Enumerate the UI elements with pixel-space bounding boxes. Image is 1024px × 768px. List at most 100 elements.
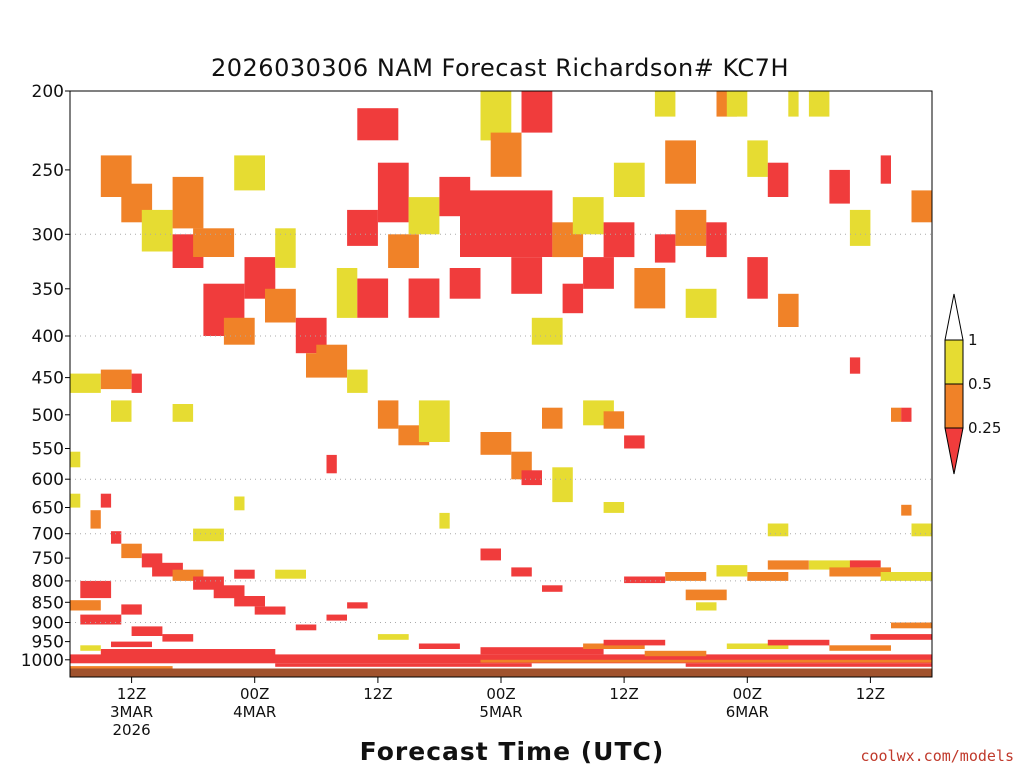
heatmap-cell — [624, 435, 645, 449]
heatmap-cell — [265, 288, 296, 323]
heatmap-cell — [562, 283, 584, 314]
heatmap-cell — [347, 369, 368, 393]
x-tick-label: 2026 — [113, 721, 151, 739]
heatmap-cell — [716, 565, 748, 577]
y-tick-label: 200 — [32, 82, 64, 102]
heatmap-cell — [336, 268, 358, 318]
heatmap-cell — [531, 317, 563, 345]
heatmap-cell — [347, 602, 368, 609]
heatmap-cell — [829, 645, 891, 651]
heatmap-cell — [767, 162, 789, 197]
heatmap-cell — [275, 569, 306, 579]
heatmap-cell — [480, 659, 932, 663]
heatmap-cell — [100, 649, 276, 657]
heatmap-cell — [542, 407, 563, 429]
heatmap-cell — [418, 400, 450, 442]
heatmap-cell — [767, 639, 830, 646]
heatmap-cell — [70, 451, 81, 468]
heatmap-cell — [675, 209, 707, 246]
heatmap-cell — [357, 108, 399, 141]
x-tick-label: 12Z — [363, 685, 392, 703]
heatmap-cell — [665, 140, 696, 184]
heatmap-cell — [747, 140, 768, 177]
y-tick-label: 800 — [32, 572, 64, 592]
legend-label: 0.25 — [968, 419, 1001, 437]
y-tick-label: 300 — [32, 225, 64, 245]
credit-text[interactable]: coolwx.com/models — [860, 747, 1014, 765]
y-tick-label: 250 — [32, 161, 64, 181]
heatmap-cell — [377, 162, 409, 223]
heatmap-cell — [377, 634, 409, 640]
legend-label: 0.5 — [968, 375, 992, 393]
heatmap-cell — [685, 288, 717, 318]
heatmap-cell — [880, 572, 932, 581]
y-tick-label: 650 — [32, 499, 64, 519]
heatmap-cell — [634, 268, 666, 309]
y-tick-label: 850 — [32, 593, 64, 613]
heatmap-cell — [901, 504, 912, 516]
heatmap-cell — [80, 580, 112, 599]
y-tick-label: 750 — [32, 549, 64, 569]
heatmap-cell — [767, 523, 789, 537]
heatmap-cell — [80, 614, 122, 625]
heatmap-cells — [70, 91, 932, 669]
heatmap-cell — [613, 162, 645, 197]
heatmap-cell — [439, 512, 450, 529]
heatmap-cell — [911, 523, 932, 537]
y-tick-label: 500 — [32, 406, 64, 426]
x-tick-label: 6MAR — [726, 703, 769, 721]
heatmap-cell — [131, 373, 142, 393]
heatmap-cell — [880, 155, 891, 184]
ground-surface — [70, 668, 932, 677]
heatmap-cell — [213, 585, 245, 599]
y-axis-ticks: 200 250 300 350 400 450 500 550 600 650 700 750 8008… — [21, 82, 70, 671]
heatmap-cell — [870, 634, 932, 640]
heatmap-cell — [70, 600, 101, 611]
legend-swatch — [944, 339, 964, 385]
chart-title: 2026030306 NAM Forecast Richardson# KC7H — [211, 54, 789, 82]
heatmap-cell — [408, 197, 440, 235]
heatmap-cell — [172, 569, 204, 581]
x-tick-label: 4MAR — [233, 703, 276, 721]
heatmap-cell — [275, 663, 532, 667]
heatmap-cell — [347, 209, 378, 246]
heatmap-cell — [747, 257, 768, 299]
heatmap-cell — [377, 400, 399, 429]
heatmap-cell — [70, 373, 101, 393]
legend-swatch-top — [944, 293, 964, 341]
heatmap-cell — [849, 357, 861, 374]
heatmap-cell — [449, 268, 481, 299]
y-tick-label: 950 — [32, 633, 64, 653]
heatmap-cell — [100, 369, 132, 390]
heatmap-cell — [234, 496, 245, 511]
heatmap-cell — [80, 645, 101, 651]
heatmap-cell — [511, 257, 543, 294]
x-tick-label: 00Z — [486, 685, 515, 703]
heatmap-cell — [901, 407, 912, 422]
heatmap-cell — [654, 234, 676, 263]
heatmap-cell — [542, 585, 563, 592]
heatmap-cell — [654, 91, 676, 117]
heatmap-cell — [665, 572, 707, 581]
x-tick-label: 12Z — [609, 685, 638, 703]
heatmap-cell — [275, 228, 296, 268]
heatmap-cell — [193, 228, 235, 257]
heatmap-cell — [172, 404, 194, 422]
heatmap-cell — [788, 91, 799, 117]
heatmap-cell — [357, 278, 389, 318]
heatmap-cell — [747, 572, 789, 581]
heatmap-cell — [408, 278, 440, 318]
heatmap-cell — [767, 560, 809, 570]
y-tick-label: 550 — [32, 440, 64, 460]
legend-swatch-bottom — [944, 427, 964, 475]
legend-label: 1 — [968, 331, 978, 349]
heatmap-cell — [254, 606, 286, 615]
heatmap-cell — [583, 643, 645, 649]
heatmap-cell — [696, 602, 717, 611]
heatmap-cell — [603, 639, 666, 646]
heatmap-cell — [726, 91, 748, 117]
heatmap-cell — [603, 411, 625, 429]
y-tick-label: 600 — [32, 470, 64, 490]
heatmap-cell — [223, 317, 255, 345]
y-tick-label: 400 — [32, 327, 64, 347]
